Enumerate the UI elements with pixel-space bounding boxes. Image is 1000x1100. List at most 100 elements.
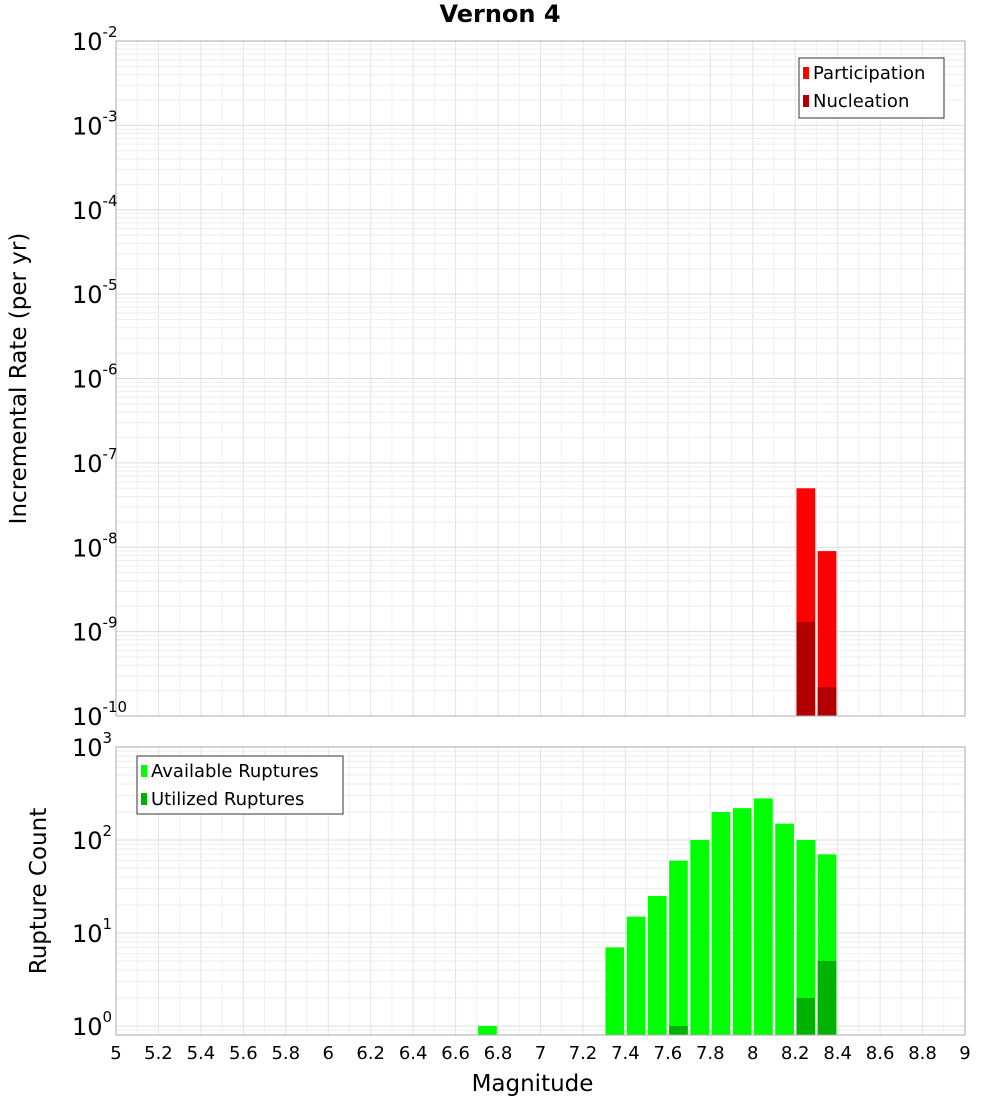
bar — [796, 839, 816, 1035]
y-tick-base: 10 — [72, 366, 103, 394]
legend: Available Ruptures Utilized Ruptures — [136, 755, 344, 815]
series-nucleation — [796, 622, 837, 716]
x-tick-label: 5.4 — [187, 1043, 216, 1064]
x-tick-label: 7.4 — [611, 1043, 640, 1064]
y-tick-base: 10 — [72, 450, 103, 478]
y-tick-label: 10-7 — [72, 445, 118, 478]
y-tick-label: 101 — [72, 915, 112, 948]
legend-label: Nucleation — [813, 91, 909, 112]
y-tick-base: 10 — [72, 112, 103, 140]
bar — [626, 916, 646, 1035]
bar — [796, 997, 816, 1035]
y-tick-label: 10-5 — [72, 276, 118, 309]
bar — [817, 687, 837, 716]
legend-box — [136, 755, 344, 815]
x-tick-label: 7 — [535, 1043, 546, 1064]
x-tick-labels: 5 5.2 5.4 5.6 5.8 6 6.2 6.4 6.6 6.8 7 7.2 7.4 7.6 7.8 8… — [110, 1043, 970, 1064]
y-tick-exponent: -9 — [103, 614, 118, 632]
bar — [796, 622, 816, 716]
legend-swatch — [141, 793, 147, 805]
x-axis-label: Magnitude — [472, 1071, 594, 1097]
bar — [669, 860, 688, 1035]
y-tick-exponent: 3 — [103, 729, 113, 747]
x-tick-label: 5.8 — [271, 1043, 300, 1064]
x-tick-label: 6 — [323, 1043, 334, 1064]
bar — [647, 895, 667, 1035]
y-tick-exponent: 1 — [103, 915, 113, 933]
horizontal-gridlines — [116, 44, 965, 717]
x-tick-label: 8.4 — [823, 1043, 852, 1064]
y-tick-exponent: -3 — [103, 107, 118, 125]
x-tick-label: 5.6 — [229, 1043, 258, 1064]
bar — [605, 947, 625, 1035]
y-tick-label: 100 — [72, 1008, 112, 1041]
y-tick-label: 10-2 — [72, 23, 118, 56]
y-tick-base: 10 — [72, 734, 103, 762]
y-tick-label: 103 — [72, 729, 112, 762]
y-tick-base: 10 — [72, 28, 103, 56]
x-tick-label: 8.2 — [781, 1043, 810, 1064]
bar — [817, 551, 837, 716]
y-tick-label: 102 — [72, 822, 112, 855]
y-tick-base: 10 — [72, 619, 103, 647]
plot-frame — [115, 40, 966, 717]
y-tick-exponent: -4 — [103, 192, 118, 210]
y-tick-base: 10 — [72, 920, 103, 948]
bar — [732, 808, 752, 1035]
legend-swatch — [803, 67, 809, 79]
series-available-ruptures — [478, 798, 837, 1035]
chart-title: Vernon 4 — [439, 0, 561, 28]
y-tick-exponent: -5 — [103, 276, 118, 294]
y-tick-label: 10-3 — [72, 107, 118, 140]
y-tick-exponent: -10 — [103, 698, 128, 716]
y-tick-exponent: -6 — [103, 361, 118, 379]
y-tick-base: 10 — [72, 534, 103, 562]
y-tick-exponent: -2 — [103, 23, 118, 41]
y-tick-exponent: -8 — [103, 529, 118, 547]
series-utilized-ruptures — [669, 960, 837, 1035]
y-tick-base: 10 — [72, 281, 103, 309]
bar — [775, 823, 794, 1035]
bar — [711, 812, 731, 1035]
y-tick-base: 10 — [72, 827, 103, 855]
x-tick-label: 5.2 — [144, 1043, 173, 1064]
bar — [478, 1025, 497, 1035]
x-tick-label: 5 — [110, 1043, 121, 1064]
legend-swatch — [141, 765, 147, 777]
x-tick-label: 6.8 — [484, 1043, 513, 1064]
legend-box — [798, 57, 945, 119]
x-tick-label: 9 — [959, 1043, 970, 1064]
panel-1: 10-1010-910-810-710-610-510-410-310-2Inc… — [6, 23, 966, 731]
y-tick-exponent: -7 — [103, 445, 118, 463]
legend: Participation Nucleation — [798, 57, 945, 119]
y-tick-base: 10 — [72, 703, 103, 731]
y-tick-label: 10-4 — [72, 192, 118, 225]
x-tick-label: 7.2 — [569, 1043, 598, 1064]
x-tick-label: 8 — [747, 1043, 758, 1064]
legend-label: Utilized Ruptures — [151, 789, 304, 810]
y-tick-label: 10-9 — [72, 614, 118, 647]
y-tick-base: 10 — [72, 197, 103, 225]
y-tick-label: 10-8 — [72, 529, 118, 562]
y-axis-label: Rupture Count — [26, 808, 52, 974]
bar — [817, 960, 837, 1035]
x-tick-label: 6.4 — [399, 1043, 428, 1064]
bar — [690, 839, 710, 1035]
y-tick-base: 10 — [72, 1013, 103, 1041]
y-tick-exponent: 0 — [103, 1008, 113, 1026]
plot-frame — [115, 746, 966, 1036]
y-tick-exponent: 2 — [103, 822, 113, 840]
legend-label: Participation — [813, 63, 925, 84]
legend-label: Available Ruptures — [151, 761, 319, 782]
legend-swatch — [803, 95, 809, 107]
x-tick-label: 7.6 — [654, 1043, 683, 1064]
y-axis-label: Incremental Rate (per yr) — [6, 233, 32, 525]
bar — [754, 798, 773, 1035]
x-tick-label: 8.6 — [866, 1043, 895, 1064]
x-tick-label: 8.8 — [908, 1043, 937, 1064]
bar — [669, 1025, 688, 1035]
